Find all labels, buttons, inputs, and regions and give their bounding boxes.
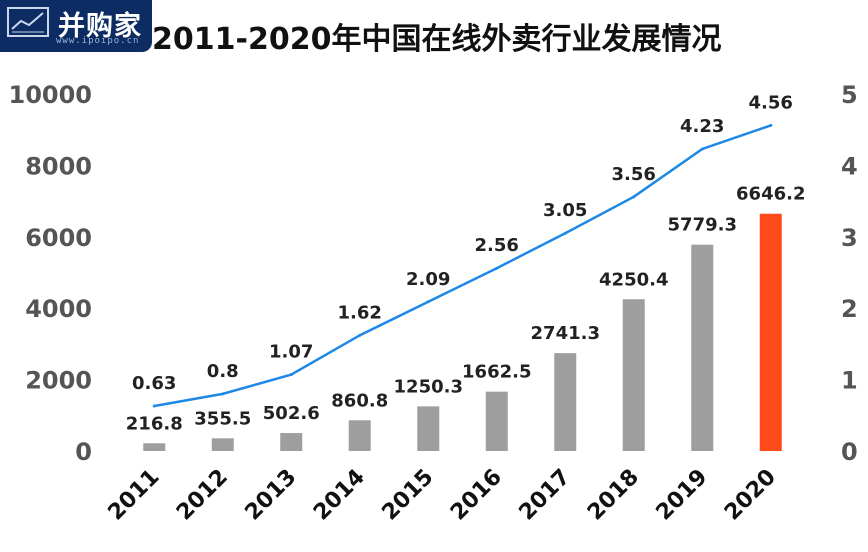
x-tick-label: 2016 bbox=[446, 465, 507, 526]
chart-title: 2011-2020年中国在线外卖行业发展情况 bbox=[152, 22, 722, 57]
x-tick-label: 2012 bbox=[172, 465, 233, 526]
line-data-label: 0.8 bbox=[207, 361, 239, 382]
x-tick-label: 2020 bbox=[720, 465, 781, 526]
bar-data-label: 216.8 bbox=[126, 413, 183, 434]
bar bbox=[485, 391, 508, 451]
x-tick-label: 2014 bbox=[309, 465, 370, 526]
x-tick-label: 2019 bbox=[652, 465, 713, 526]
y-left-tick-label: 8000 bbox=[25, 152, 92, 180]
line-point bbox=[152, 404, 156, 408]
y-left-tick-label: 4000 bbox=[25, 295, 92, 323]
line-point bbox=[426, 300, 430, 304]
site-logo: 并购家 www.ipoipo.cn bbox=[0, 0, 152, 52]
bar bbox=[554, 353, 577, 451]
y-right-tick-label: 2 bbox=[841, 295, 858, 323]
y-left-tick-label: 0 bbox=[75, 438, 92, 466]
line-point bbox=[769, 123, 773, 127]
line-point bbox=[563, 231, 567, 235]
line-point bbox=[632, 195, 636, 199]
line-data-label: 4.23 bbox=[680, 116, 724, 137]
line-point bbox=[358, 333, 362, 337]
bar bbox=[622, 299, 645, 451]
line-data-label: 1.07 bbox=[269, 342, 313, 363]
bar-data-label: 6646.2 bbox=[736, 184, 805, 205]
bar-data-label: 1250.3 bbox=[394, 376, 463, 397]
bar bbox=[417, 406, 440, 451]
x-tick-label: 2018 bbox=[583, 465, 644, 526]
bar-data-label: 860.8 bbox=[331, 390, 388, 411]
logo-text: 并购家 bbox=[58, 11, 142, 42]
bar-data-label: 1662.5 bbox=[462, 362, 531, 383]
line-data-label: 4.56 bbox=[749, 92, 793, 113]
line-data-label: 1.62 bbox=[338, 302, 382, 323]
bar bbox=[143, 443, 166, 451]
y-right-tick-label: 4 bbox=[841, 152, 858, 180]
bar bbox=[211, 438, 234, 451]
y-left-tick-label: 6000 bbox=[25, 224, 92, 252]
x-tick-label: 2015 bbox=[378, 465, 439, 526]
x-tick-label: 2017 bbox=[515, 465, 576, 526]
y-right-tick-label: 1 bbox=[841, 367, 858, 395]
line-data-label: 2.56 bbox=[475, 235, 519, 256]
bar-data-label: 502.6 bbox=[263, 403, 320, 424]
line-point bbox=[221, 392, 225, 396]
line-series bbox=[154, 124, 772, 408]
y-right-tick-label: 3 bbox=[841, 224, 858, 252]
line-data-label: 3.05 bbox=[543, 200, 587, 221]
line-point bbox=[495, 266, 499, 270]
x-tick-label: 2011 bbox=[104, 465, 165, 526]
bar bbox=[759, 213, 782, 451]
line-data-label: 2.09 bbox=[406, 269, 450, 290]
bar-data-label: 5779.3 bbox=[668, 215, 737, 236]
bar-data-label: 4250.4 bbox=[599, 269, 668, 290]
bar bbox=[691, 244, 714, 451]
y-left-tick-label: 2000 bbox=[25, 367, 92, 395]
y-right-tick-label: 5 bbox=[841, 81, 858, 109]
y-left-tick-label: 10000 bbox=[9, 81, 93, 109]
line-data-label: 0.63 bbox=[132, 373, 176, 394]
bar bbox=[348, 420, 371, 451]
y-right-tick-label: 0 bbox=[841, 438, 858, 466]
line-data-label: 3.56 bbox=[612, 164, 656, 185]
line-point bbox=[289, 373, 293, 377]
line-point bbox=[700, 147, 704, 151]
chart-logo-icon bbox=[7, 7, 49, 37]
x-tick-label: 2013 bbox=[241, 465, 302, 526]
bar-data-label: 2741.3 bbox=[531, 323, 600, 344]
bar-data-label: 355.5 bbox=[194, 408, 251, 429]
logo-url: www.ipoipo.cn bbox=[56, 36, 140, 46]
bar bbox=[280, 433, 303, 451]
